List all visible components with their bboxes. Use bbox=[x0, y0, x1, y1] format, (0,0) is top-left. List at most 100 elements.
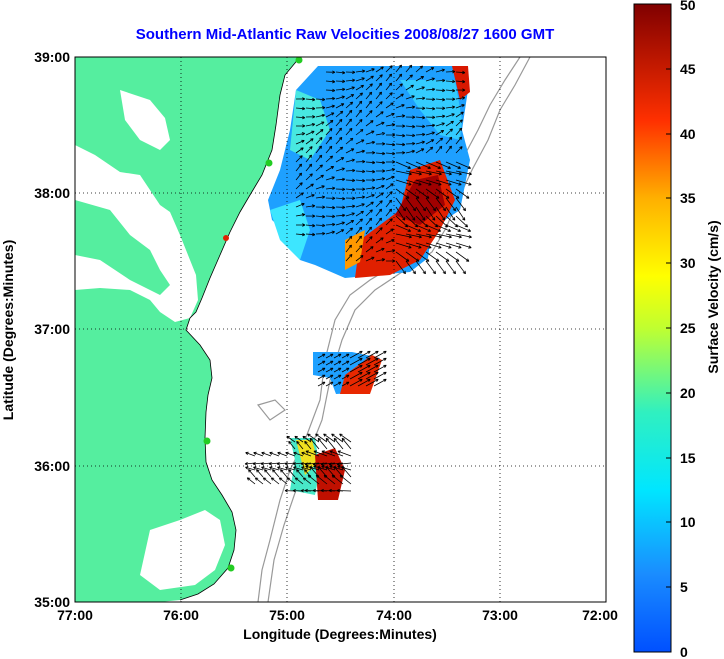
velocity-arrow bbox=[345, 158, 355, 163]
velocity-arrow bbox=[415, 96, 426, 100]
velocity-arrow bbox=[305, 173, 313, 181]
colorbar-tick: 20 bbox=[680, 385, 696, 401]
velocity-arrow bbox=[345, 137, 354, 145]
velocity-arrow bbox=[333, 353, 342, 359]
velocity-arrow bbox=[305, 146, 313, 154]
velocity-arrow bbox=[445, 179, 462, 186]
velocity-arrow bbox=[425, 242, 442, 249]
velocity-arrow bbox=[295, 155, 303, 163]
velocity-arrow bbox=[455, 70, 466, 75]
velocity-arrow bbox=[325, 96, 336, 101]
velocity-arrow bbox=[335, 187, 346, 192]
velocity-arrow bbox=[445, 79, 456, 84]
colorbar-tick: 45 bbox=[680, 61, 696, 77]
velocity-arrow bbox=[248, 469, 256, 478]
velocity-arrow bbox=[355, 169, 366, 174]
velocity-arrow bbox=[302, 477, 312, 485]
velocity-arrow bbox=[315, 121, 325, 127]
velocity-arrow bbox=[355, 255, 364, 262]
velocity-arrow bbox=[455, 111, 464, 118]
velocity-arrow bbox=[445, 242, 462, 249]
velocity-arrow bbox=[365, 256, 375, 262]
velocity-arrow bbox=[345, 220, 355, 226]
y-tick: 39:00 bbox=[34, 49, 70, 65]
velocity-arrow bbox=[295, 132, 306, 136]
velocity-arrow bbox=[325, 214, 336, 219]
velocity-arrow bbox=[455, 179, 472, 186]
velocity-arrow bbox=[405, 161, 421, 169]
velocity-arrow bbox=[395, 151, 406, 155]
velocity-arrow bbox=[307, 474, 320, 485]
velocity-arrow bbox=[405, 149, 416, 154]
velocity-arrow bbox=[357, 371, 371, 380]
x-tick-labels: 77:00 76:00 75:00 74:00 73:00 72:00 bbox=[57, 607, 618, 623]
velocity-arrow bbox=[345, 78, 356, 83]
velocity-arrow bbox=[415, 75, 425, 82]
velocity-arrow bbox=[325, 70, 336, 74]
velocity-arrow bbox=[286, 477, 296, 485]
velocity-arrow bbox=[325, 104, 335, 109]
velocity-arrow bbox=[315, 185, 325, 190]
velocity-arrow bbox=[385, 65, 393, 73]
velocity-arrow bbox=[325, 437, 336, 450]
velocity-arrow bbox=[455, 233, 472, 239]
colorbar-tick: 35 bbox=[680, 190, 696, 206]
velocity-arrow bbox=[455, 96, 466, 100]
velocity-arrow bbox=[341, 381, 350, 387]
velocity-arrow bbox=[349, 357, 363, 366]
velocity-arrow bbox=[357, 350, 371, 359]
velocity-arrow bbox=[385, 183, 394, 190]
station-marker bbox=[265, 159, 273, 167]
velocity-arrow bbox=[405, 105, 416, 109]
velocity-arrow bbox=[375, 217, 383, 226]
velocity-arrow bbox=[335, 87, 346, 92]
velocity-arrow bbox=[415, 148, 425, 154]
velocity-arrow bbox=[261, 451, 272, 457]
velocity-arrow bbox=[325, 374, 334, 380]
velocity-arrow bbox=[245, 451, 256, 457]
velocity-arrow bbox=[365, 364, 379, 373]
velocity-arrow bbox=[405, 233, 422, 239]
velocity-arrow bbox=[315, 223, 326, 228]
velocity-arrow bbox=[335, 177, 346, 182]
velocity-arrow bbox=[335, 157, 345, 163]
velocity-arrow bbox=[333, 437, 344, 450]
velocity-arrow bbox=[335, 70, 346, 75]
velocity-arrow bbox=[305, 183, 314, 190]
velocity-arrow bbox=[365, 186, 376, 190]
velocity-arrow bbox=[337, 450, 352, 457]
velocity-arrow bbox=[455, 224, 472, 232]
velocity-arrow bbox=[435, 179, 452, 186]
velocity-arrow bbox=[425, 139, 435, 145]
velocity-arrow bbox=[317, 353, 326, 359]
velocity-arrow bbox=[395, 142, 406, 147]
velocity-arrow bbox=[339, 474, 352, 485]
velocity-arrow bbox=[325, 155, 334, 163]
velocity-arrow bbox=[295, 106, 306, 111]
velocity-arrow bbox=[276, 462, 288, 466]
velocity-arrow bbox=[345, 86, 355, 91]
velocity-arrow bbox=[302, 435, 312, 443]
velocity-arrow bbox=[415, 206, 426, 221]
velocity-arrow bbox=[277, 451, 288, 457]
colorbar-tick: 50 bbox=[680, 0, 696, 13]
velocity-arrow bbox=[375, 200, 383, 208]
velocity-arrow bbox=[321, 450, 336, 457]
velocity-arrow bbox=[373, 364, 387, 373]
velocity-arrow bbox=[317, 437, 328, 450]
velocity-arrow bbox=[315, 105, 326, 110]
velocity-arrow bbox=[385, 142, 396, 147]
field-north-darkred bbox=[395, 175, 445, 225]
map-title: Southern Mid-Atlantic Raw Velocities 200… bbox=[136, 26, 554, 43]
velocity-arrow bbox=[277, 466, 288, 471]
velocity-arrow bbox=[395, 133, 406, 138]
velocity-arrow bbox=[435, 78, 446, 83]
velocity-arrow bbox=[435, 145, 443, 154]
velocity-arrow bbox=[295, 213, 306, 217]
x-axis-label: Longitude (Degrees:Minutes) bbox=[243, 626, 437, 642]
velocity-arrow bbox=[405, 206, 416, 221]
velocity-arrow bbox=[345, 109, 353, 118]
velocity-arrow bbox=[315, 174, 324, 181]
velocity-arrow bbox=[415, 161, 431, 169]
